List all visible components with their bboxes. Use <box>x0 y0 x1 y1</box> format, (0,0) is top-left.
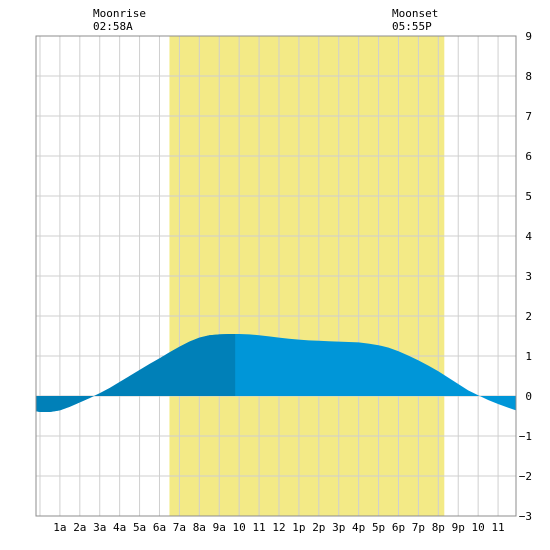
x-tick-label: 1p <box>292 521 305 534</box>
x-tick-label: 10 <box>472 521 485 534</box>
y-tick-label: 1 <box>525 350 532 363</box>
x-tick-label: 5a <box>133 521 146 534</box>
x-tick-label: 9p <box>452 521 465 534</box>
x-tick-label: 11 <box>491 521 504 534</box>
x-tick-label: 7a <box>173 521 186 534</box>
y-tick-label: 8 <box>525 70 532 83</box>
x-tick-label: 5p <box>372 521 385 534</box>
y-tick-label: 6 <box>525 150 532 163</box>
y-tick-label: 3 <box>525 270 532 283</box>
x-tick-label: 8a <box>193 521 206 534</box>
x-tick-label: 6p <box>392 521 405 534</box>
x-tick-label: 7p <box>412 521 425 534</box>
x-tick-label: 1a <box>53 521 66 534</box>
x-tick-label: 4a <box>113 521 126 534</box>
tide-area-highlight <box>36 334 236 412</box>
y-tick-label: −3 <box>519 510 532 523</box>
y-tick-label: −1 <box>519 430 532 443</box>
x-tick-label: 6a <box>153 521 166 534</box>
moonrise-time: 02:58A <box>93 20 133 33</box>
moonrise-label: Moonrise <box>93 7 146 20</box>
x-tick-label: 2p <box>312 521 325 534</box>
y-tick-label: 9 <box>525 30 532 43</box>
y-tick-label: 4 <box>525 230 532 243</box>
x-tick-label: 4p <box>352 521 365 534</box>
x-tick-label: 2a <box>73 521 86 534</box>
y-tick-label: 2 <box>525 310 532 323</box>
y-tick-label: 5 <box>525 190 532 203</box>
x-tick-label: 12 <box>272 521 285 534</box>
x-tick-label: 9a <box>213 521 226 534</box>
x-tick-label: 3p <box>332 521 345 534</box>
x-tick-label: 8p <box>432 521 445 534</box>
plot-frame <box>35 35 517 517</box>
x-tick-label: 3a <box>93 521 106 534</box>
x-tick-label: 10 <box>233 521 246 534</box>
y-tick-label: 7 <box>525 110 532 123</box>
moonset-time: 05:55P <box>392 20 432 33</box>
y-tick-label: −2 <box>519 470 532 483</box>
x-tick-label: 11 <box>252 521 265 534</box>
y-tick-label: 0 <box>525 390 532 403</box>
moonset-label: Moonset <box>392 7 438 20</box>
